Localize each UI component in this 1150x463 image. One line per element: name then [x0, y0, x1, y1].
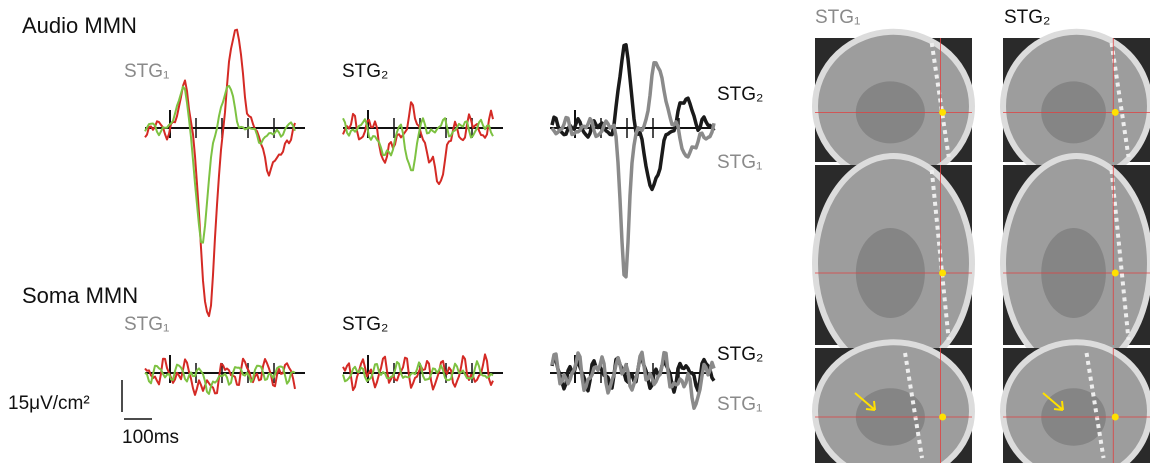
time-scale-label: 100ms	[122, 427, 179, 448]
contact-marker	[939, 109, 946, 116]
contact-marker	[1112, 109, 1119, 116]
mri-images	[815, 32, 1150, 463]
row-title: Soma MMN	[22, 283, 138, 308]
panel-label: STG₁	[124, 61, 169, 82]
image-column-label: STG₁	[815, 7, 860, 28]
contact-marker	[939, 414, 946, 421]
contact-marker	[939, 270, 946, 277]
panel-label: STG₁	[124, 314, 169, 335]
contact-marker	[1112, 270, 1119, 277]
figure: Audio MMN Soma MMN STG₁ STG₂ STG₂ STG₁ S…	[0, 0, 1150, 463]
panel-label: STG₂	[342, 314, 388, 335]
image-column-label: STG₂	[1004, 7, 1050, 28]
panel-label: STG₁	[717, 394, 762, 415]
waveforms	[145, 30, 714, 409]
row-title: Audio MMN	[22, 13, 137, 38]
panel-label: STG₁	[717, 152, 762, 173]
panel-label: STG₂	[717, 84, 763, 105]
panel-label: STG₂	[342, 61, 388, 82]
contact-marker	[1112, 414, 1119, 421]
amplitude-scale-label: 15μV/cm²	[8, 393, 90, 414]
panel-label: STG₂	[717, 344, 763, 365]
